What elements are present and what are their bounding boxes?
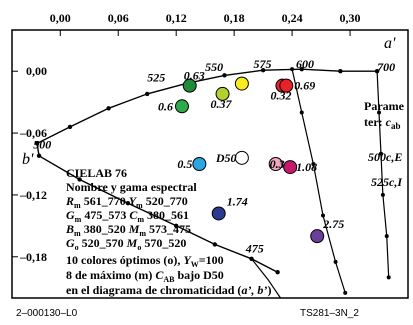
locus-dot: [36, 153, 42, 158]
locus-dot: [67, 124, 73, 130]
series-label-500: 500c,E: [368, 150, 402, 164]
color-point-label: 0.63: [184, 69, 205, 83]
color-point-label: 0.69: [294, 79, 315, 93]
grid-lines: [12, 30, 351, 258]
locus-label: 700: [377, 60, 395, 74]
info-block: CIELAB 76 Nombre y gama espectral Rm 561…: [65, 166, 271, 297]
locus-label: 550: [205, 60, 223, 74]
color-points: 0.630.6 0.370.320.690.5 D50 0.3 1.081.742.75: [158, 69, 344, 244]
color-point-label: 0.5: [177, 157, 192, 171]
param-line-475: [251, 258, 282, 299]
y-axis-label: b': [22, 151, 34, 168]
info-line-8: 8 de máximo (m) CAB bajo D50: [66, 268, 224, 284]
color-point-label: 0.6: [158, 99, 173, 113]
info-line-5: Bm 380_520 Mm 573_475: [65, 222, 191, 238]
info-line-1: CIELAB 76: [66, 166, 127, 180]
color-point: [279, 78, 294, 93]
info-line-4: Gm 475_573 Cm 380_561: [66, 208, 189, 224]
color-point: [234, 76, 249, 91]
locus-dot: [212, 242, 218, 247]
locus-dot: [338, 69, 343, 74]
locus-dot: [34, 141, 40, 146]
locus-label: 475: [245, 242, 264, 256]
plot-frame: [11, 29, 409, 299]
color-point: [174, 99, 189, 114]
info-line-2: Nombre y gama espectral: [66, 180, 197, 194]
color-point-label: 1.08: [296, 160, 317, 174]
param-dot-525: [299, 110, 304, 115]
param-dot-525: [311, 162, 316, 166]
param-dot-525: [333, 259, 338, 264]
color-point: [192, 157, 207, 171]
param-dot-500: [384, 234, 389, 239]
locus-dot: [106, 106, 111, 111]
axis-ticks: 0,00 0,06 0,12 0,18 0,24 0,30 0,00 –0,06 –0,12 –0…: [19, 11, 361, 264]
info-line-6: Go 520_570 Mo 570_520: [66, 236, 186, 252]
y-tick-label: –0,18: [19, 250, 47, 264]
color-point: [268, 157, 283, 171]
param-dot-500: [378, 151, 383, 156]
color-point: [182, 78, 197, 93]
param-line-525: [291, 69, 346, 294]
y-tick-label: –0,12: [19, 188, 47, 202]
info-line-9: en el diagrama de chromaticidad (a’, b’): [66, 283, 271, 297]
legend-param-line1: Parame: [364, 99, 405, 113]
param-dot-500: [380, 192, 385, 197]
param-dot-500: [375, 69, 380, 74]
y-tick-label: 0,00: [26, 64, 47, 78]
param-dot-500: [386, 275, 391, 280]
color-point: [283, 160, 298, 175]
locus-dot: [275, 270, 280, 275]
x-tick-label: 0,30: [340, 11, 361, 25]
x-tick-label: 0,12: [166, 11, 187, 25]
x-tick-label: 0,24: [282, 11, 303, 25]
info-line-3: Rm 561_770 Ym 520_770: [65, 194, 188, 210]
x-tick-label: 0,18: [224, 11, 245, 25]
locus-label: 500: [33, 138, 51, 152]
legend-param-line2: ter: cab: [364, 115, 401, 131]
param-dot-525: [290, 67, 295, 72]
color-point-label: 0.37: [211, 97, 233, 111]
color-point: [215, 86, 230, 101]
x-tick-label: 0,06: [108, 11, 129, 25]
x-axis-label: a': [384, 35, 396, 52]
color-point: [310, 229, 325, 244]
locus-label: 575: [253, 57, 271, 71]
locus-dot: [173, 223, 179, 229]
param-dot-500: [377, 110, 382, 115]
locus-dot: [299, 66, 304, 72]
info-line-7: 10 colores óptimos (o), YW=100: [66, 253, 224, 269]
y-tick-label: –0,06: [19, 126, 47, 140]
color-point: [234, 150, 249, 165]
locus-label: 525: [147, 71, 165, 85]
color-point-label: 2.75: [322, 217, 344, 231]
locus-label: 600: [296, 57, 314, 71]
color-point-label: 1.74: [227, 194, 248, 208]
param-dot-525: [343, 290, 348, 295]
locus-dot: [77, 177, 82, 182]
series-label-525: 525c,I: [371, 175, 403, 189]
locus-dot: [125, 200, 131, 206]
color-point: [211, 206, 226, 221]
color-point-label: D50: [215, 151, 237, 165]
locus-dot: [260, 68, 266, 73]
footer-left: 2–000130–L0: [16, 308, 78, 319]
x-tick-label: 0,00: [50, 11, 71, 25]
param-line-500: [376, 71, 390, 278]
locus-labels: 525 550 575 600 700 500 475: [33, 57, 395, 256]
param-dot-525: [321, 213, 326, 218]
locus-dot: [145, 91, 150, 97]
color-point-label: 0.3: [270, 157, 285, 171]
footer-right: TS281–3N_2: [300, 308, 359, 319]
locus-dot: [222, 73, 227, 78]
